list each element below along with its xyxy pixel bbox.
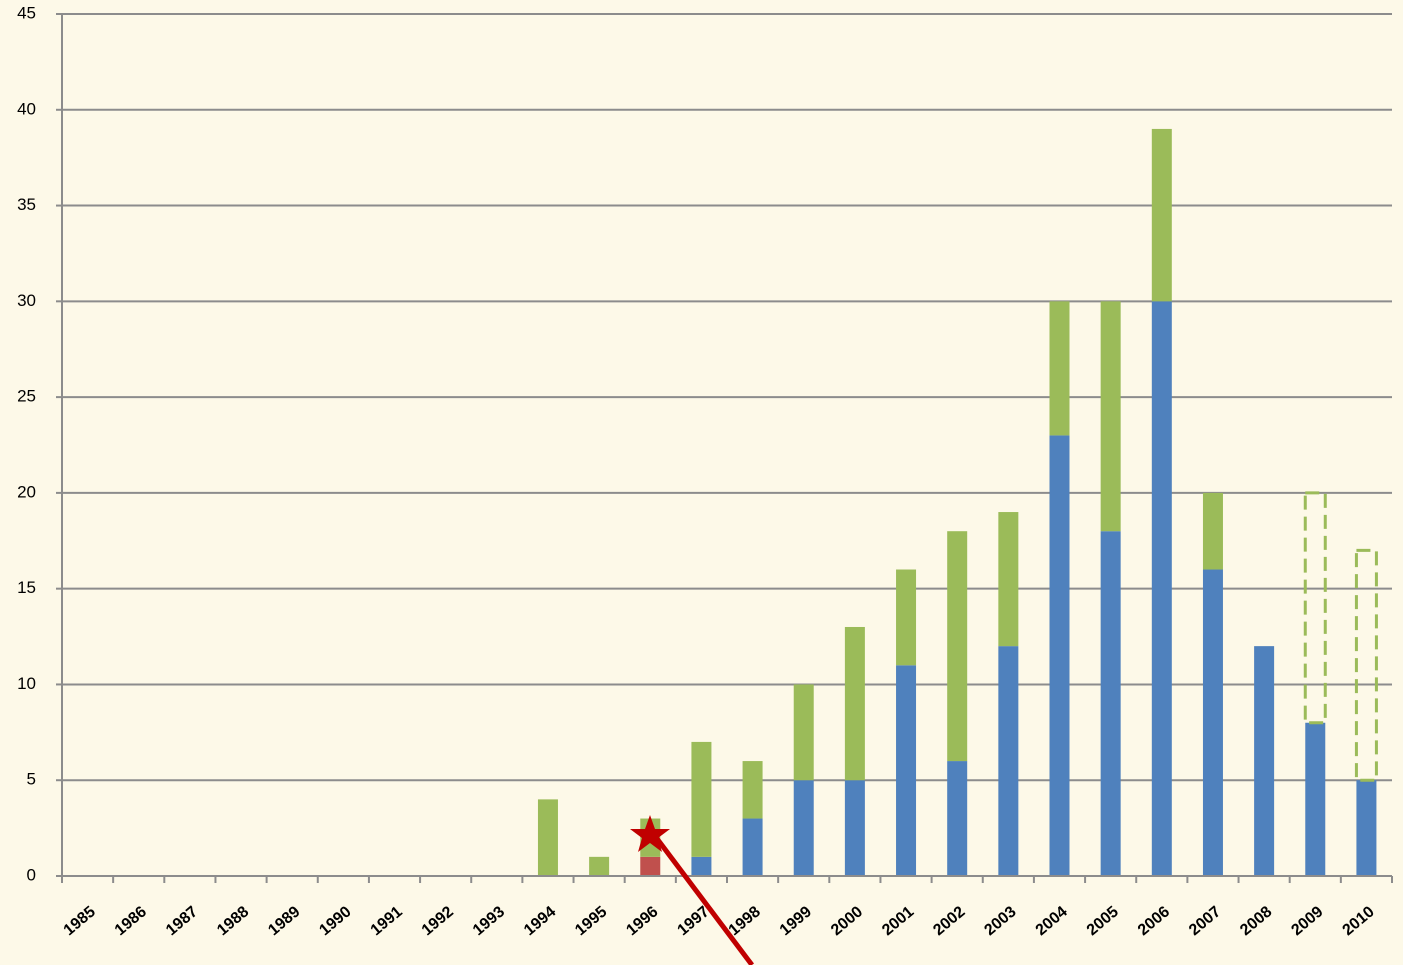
- bar-segment: [1100, 301, 1121, 532]
- star: [630, 815, 670, 852]
- bar-segment: [1151, 301, 1172, 876]
- bar-segment: [742, 818, 763, 876]
- y-tick-label: 35: [17, 195, 36, 214]
- bar-segment: [1354, 548, 1378, 782]
- y-tick-label: 40: [17, 99, 36, 118]
- bar-segment: [844, 780, 865, 876]
- bar-segment: [640, 856, 661, 876]
- bar-segment: [537, 799, 558, 876]
- bar-segment: [691, 741, 712, 857]
- y-tick-label: 5: [27, 770, 36, 789]
- bar-segment: [1151, 128, 1172, 302]
- bar-segment: [844, 626, 865, 781]
- bar-segment: [793, 684, 814, 781]
- bar-segment: [1202, 492, 1223, 570]
- bar-segment: [896, 665, 917, 876]
- bar-segment: [1254, 646, 1275, 876]
- bar-segment: [1303, 491, 1327, 725]
- bar-segment: [1356, 780, 1377, 876]
- y-tick-label: 30: [17, 291, 36, 310]
- bar-segment: [1202, 569, 1223, 876]
- bar-segment: [947, 761, 968, 876]
- y-tick-label: 45: [17, 3, 36, 22]
- bar-segment: [742, 761, 763, 819]
- bar-segment: [947, 531, 968, 762]
- bar-segment: [1100, 531, 1121, 876]
- bar-segment: [896, 569, 917, 666]
- y-tick-label: 25: [17, 387, 36, 406]
- arrow: [650, 830, 754, 965]
- bar-segment: [793, 780, 814, 876]
- y-tick-label: 10: [17, 674, 36, 693]
- y-tick-label: 0: [27, 865, 36, 884]
- bar-segment: [1305, 722, 1326, 876]
- bar-segment: [998, 512, 1019, 647]
- annotation: [630, 815, 754, 965]
- y-tick-label: 20: [17, 482, 36, 501]
- bar-segment: [691, 856, 712, 876]
- bar-segment: [1049, 435, 1070, 876]
- bar-segment: [1049, 301, 1070, 436]
- bar-segment: [998, 646, 1019, 876]
- y-tick-label: 15: [17, 578, 36, 597]
- bar-segment: [589, 856, 610, 876]
